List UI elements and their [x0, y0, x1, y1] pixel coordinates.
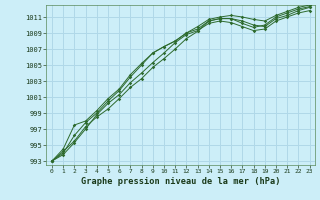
X-axis label: Graphe pression niveau de la mer (hPa): Graphe pression niveau de la mer (hPa)	[81, 177, 281, 186]
